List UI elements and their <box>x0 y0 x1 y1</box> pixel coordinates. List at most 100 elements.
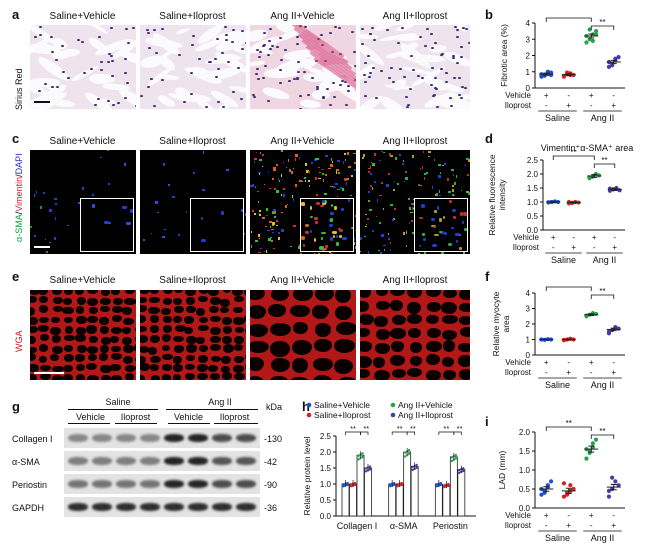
data-point <box>411 468 414 472</box>
nucleus <box>216 37 220 40</box>
myocyte <box>76 344 88 353</box>
y-tick-label: 0.5 <box>527 212 539 221</box>
if-signal <box>452 185 454 188</box>
if-signal <box>327 167 331 170</box>
if-signal <box>324 245 329 248</box>
nucleus <box>363 73 367 76</box>
nucleus <box>262 43 266 46</box>
nucleus <box>237 67 241 70</box>
bar <box>395 483 404 517</box>
if-signal <box>262 153 265 156</box>
nucleus <box>221 51 225 54</box>
nucleus <box>189 71 193 74</box>
myocyte <box>292 290 313 302</box>
vehicle-sign: + <box>544 91 549 100</box>
nucleus <box>266 53 270 56</box>
myocyte <box>173 315 183 323</box>
myocyte <box>135 298 136 307</box>
if-signal <box>423 172 427 176</box>
if-signal <box>428 151 432 153</box>
blot-band <box>164 457 184 465</box>
data-point <box>364 467 368 470</box>
data-point <box>450 456 454 459</box>
data-point <box>368 468 372 471</box>
nucleus <box>98 36 102 39</box>
data-point <box>407 452 411 456</box>
nucleus <box>239 98 243 101</box>
myocyte <box>208 364 218 372</box>
nucleus <box>109 27 113 30</box>
data-point <box>616 55 621 60</box>
nucleus <box>123 97 127 100</box>
myocyte <box>111 290 120 295</box>
if-signal <box>305 223 309 228</box>
row-label-vehicle: Vehicle <box>505 91 531 100</box>
nucleus <box>224 25 228 28</box>
myocyte <box>38 290 49 296</box>
y-tick-label: 4 <box>526 19 531 28</box>
if-signal <box>434 234 439 237</box>
if-signal <box>322 172 324 175</box>
stain-blue-label: DAPI <box>14 153 24 175</box>
if-signal <box>377 250 380 252</box>
myocyte <box>162 298 173 306</box>
group-label-angii: Ang II <box>591 380 615 390</box>
if-signal <box>421 166 423 170</box>
data-point <box>616 326 621 331</box>
if-signal <box>438 190 440 193</box>
blot-band <box>116 434 136 442</box>
data-point <box>590 441 595 446</box>
myocyte <box>30 335 37 344</box>
histology-image-saline-vehicle <box>30 25 136 109</box>
if-signal <box>409 222 411 225</box>
iloprost-sign: - <box>545 521 548 530</box>
myocyte <box>172 355 183 364</box>
myocyte <box>64 290 74 295</box>
if-signal <box>422 232 425 237</box>
if-signal <box>442 164 445 167</box>
nucleus <box>124 71 128 74</box>
if-signal <box>265 214 268 216</box>
significance-bracket <box>545 17 592 22</box>
data-point <box>368 465 372 468</box>
nucleus <box>329 32 333 35</box>
if-signal <box>411 154 414 158</box>
myocyte <box>270 375 288 380</box>
myocyte <box>198 295 209 302</box>
iloprost-sign: + <box>566 368 571 377</box>
if-signal <box>438 194 441 197</box>
blot-band <box>188 503 208 511</box>
y-axis-label: Relative protein level <box>302 436 312 515</box>
data-point <box>571 486 576 492</box>
myocyte <box>407 367 423 378</box>
blot-strip-asma <box>64 451 260 471</box>
blot-band <box>92 503 112 511</box>
data-point <box>357 458 360 461</box>
data-point <box>396 483 399 486</box>
if-inset <box>80 198 134 252</box>
if-signal <box>274 216 277 219</box>
data-point <box>349 485 353 488</box>
if-signal <box>350 226 353 230</box>
if-signal <box>372 164 376 167</box>
if-signal <box>452 208 457 213</box>
if-signal <box>258 213 262 217</box>
data-point <box>396 485 399 488</box>
nucleus <box>310 77 314 80</box>
if-signal <box>336 189 340 191</box>
myocyte <box>425 314 439 325</box>
data-point <box>400 483 403 487</box>
myocyte <box>140 345 149 353</box>
nucleus <box>441 52 445 55</box>
nucleus <box>448 97 452 99</box>
nucleus <box>82 71 86 74</box>
nucleus <box>430 67 434 70</box>
myocyte <box>100 325 109 334</box>
nucleus <box>51 85 55 88</box>
myocyte <box>148 346 158 355</box>
myocyte <box>442 356 455 367</box>
if-signal <box>301 235 306 240</box>
if-signal <box>250 231 253 234</box>
nucleus <box>364 81 368 84</box>
data-point <box>462 467 465 470</box>
